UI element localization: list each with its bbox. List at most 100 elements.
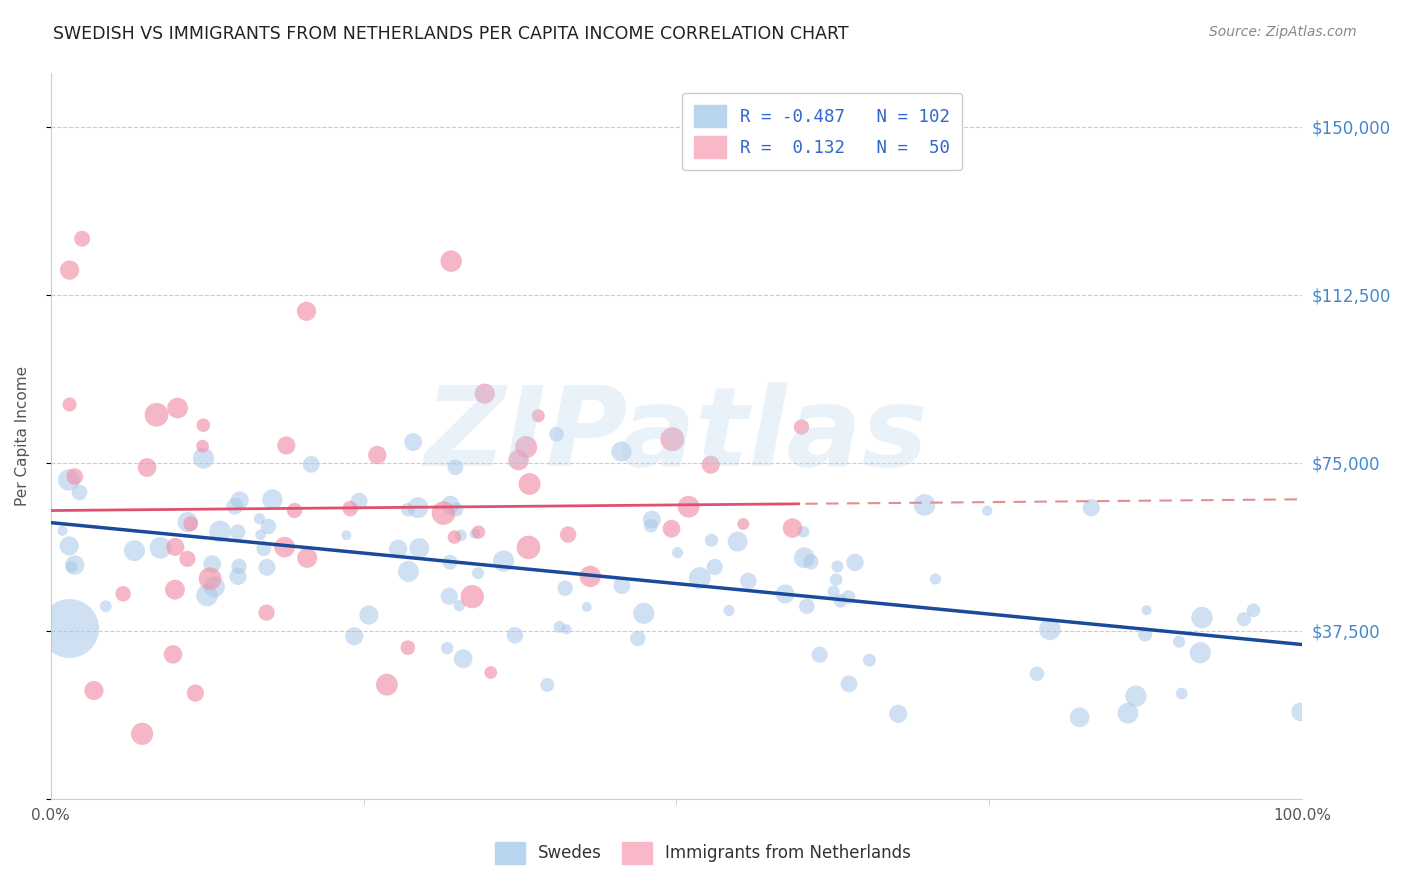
Point (1116, 706, 1139, 721)
Point (800, 555, 823, 569)
Point (464, 526, 486, 541)
Point (162, 648, 184, 662)
Point (299, 458, 322, 472)
Point (273, 540, 295, 554)
Point (844, 555, 866, 569)
Point (825, 573, 848, 587)
Point (283, 503, 305, 517)
Point (335, 528, 357, 542)
Point (661, 432, 683, 446)
Point (193, 451, 215, 466)
Point (70, 232, 93, 246)
Point (661, 522, 683, 536)
Point (60, 560, 83, 574)
Point (149, 541, 172, 555)
Point (193, 418, 215, 433)
Point (633, 607, 655, 621)
Point (718, 603, 741, 617)
Point (439, 589, 461, 603)
Point (180, 516, 202, 531)
Point (827, 559, 849, 574)
Point (112, 587, 135, 601)
Point (297, 550, 319, 565)
Legend: Swedes, Immigrants from Netherlands: Swedes, Immigrants from Netherlands (488, 836, 918, 871)
Point (1233, 612, 1256, 626)
Point (51, 524, 73, 538)
Point (575, 599, 598, 614)
Point (1168, 634, 1191, 648)
Point (136, 460, 159, 475)
Point (69, 485, 91, 500)
Point (666, 545, 689, 559)
Point (733, 516, 755, 531)
Point (184, 686, 207, 700)
Point (145, 408, 167, 422)
Point (195, 588, 218, 602)
Point (1136, 603, 1159, 617)
Point (256, 560, 278, 574)
Point (830, 594, 852, 608)
Point (727, 534, 749, 549)
Point (83, 683, 105, 698)
Point (461, 590, 484, 604)
Point (1069, 710, 1091, 724)
Point (339, 501, 361, 516)
Point (439, 555, 461, 569)
Point (58, 473, 80, 487)
Point (689, 571, 711, 585)
Point (439, 498, 461, 512)
Point (773, 587, 796, 601)
Point (198, 572, 221, 586)
Point (366, 448, 388, 462)
Text: SWEDISH VS IMMIGRANTS FROM NETHERLANDS PER CAPITA INCOME CORRELATION CHART: SWEDISH VS IMMIGRANTS FROM NETHERLANDS P… (53, 25, 849, 43)
Point (443, 530, 465, 544)
Point (557, 527, 579, 541)
Point (517, 541, 540, 555)
Point (191, 439, 214, 453)
Point (451, 652, 474, 666)
Point (914, 498, 936, 512)
Point (295, 304, 318, 318)
Point (396, 640, 419, 655)
Point (1170, 687, 1192, 701)
Point (201, 557, 224, 571)
Point (515, 440, 537, 454)
Point (226, 525, 249, 540)
Point (678, 500, 700, 514)
Point (627, 632, 650, 646)
Point (396, 502, 419, 516)
Point (357, 607, 380, 622)
Point (1080, 500, 1102, 515)
Point (1289, 705, 1312, 719)
Point (700, 533, 723, 548)
Point (555, 622, 578, 636)
Point (808, 648, 831, 662)
Point (610, 444, 633, 458)
Point (59, 397, 82, 411)
Point (202, 580, 225, 594)
Point (257, 519, 280, 533)
Point (63, 558, 86, 572)
Point (387, 541, 409, 556)
Point (450, 528, 472, 542)
Point (402, 435, 425, 450)
Y-axis label: Per Capita Income: Per Capita Income (15, 366, 30, 506)
Point (858, 653, 880, 667)
Point (924, 572, 946, 586)
Point (1243, 603, 1265, 617)
Point (976, 504, 998, 518)
Point (641, 512, 664, 526)
Point (519, 477, 541, 491)
Point (554, 581, 576, 595)
Text: Source: ZipAtlas.com: Source: ZipAtlas.com (1209, 25, 1357, 39)
Point (446, 502, 468, 516)
Point (176, 552, 198, 566)
Point (276, 438, 298, 452)
Point (508, 453, 530, 467)
Point (347, 494, 370, 508)
Point (229, 493, 252, 508)
Point (432, 506, 454, 520)
Point (579, 569, 602, 583)
Point (474, 386, 496, 401)
Point (224, 500, 246, 514)
